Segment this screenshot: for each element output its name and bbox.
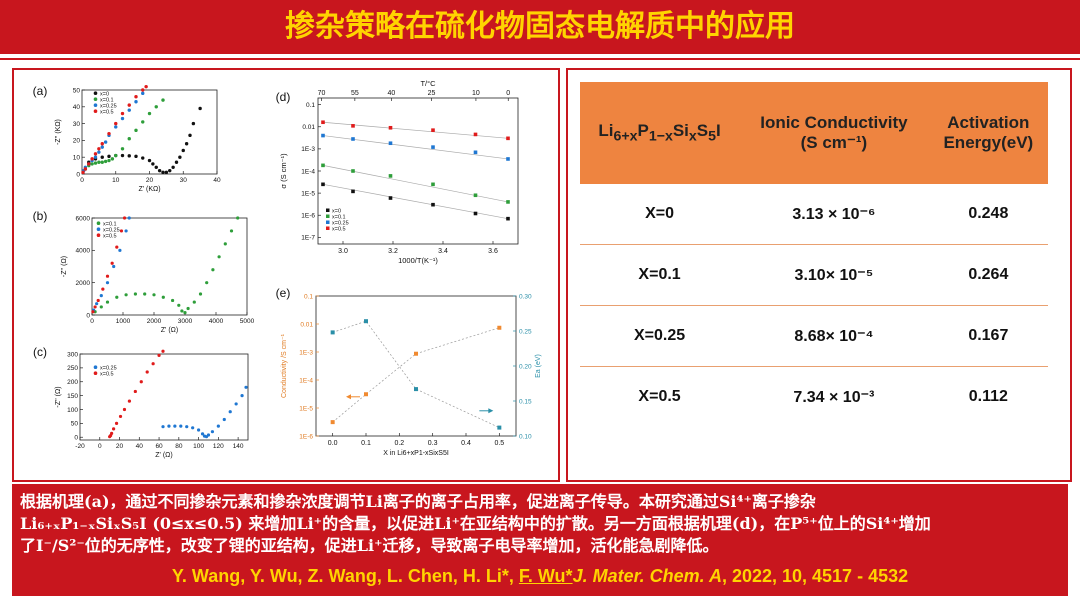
conductivity-table: Li6+xP1−xSixS5I Ionic Conductivity (S cm⁻… <box>580 82 1048 427</box>
table-header-activation: Activation Energy(eV) <box>928 82 1048 184</box>
table-cell-x: X=0 <box>580 184 740 245</box>
table-header-conductivity: Ionic Conductivity (S cm⁻¹) <box>739 82 929 184</box>
figure-panel <box>12 68 560 482</box>
table-row: X=0.1 3.10× 10⁻⁵ 0.264 <box>580 244 1048 306</box>
summary-line: 了I⁻/S²⁻位的无序性，改变了锂的亚结构，促进Li⁺迁移，导致离子电导率增加，… <box>20 536 719 555</box>
table-cell-activation: 0.167 <box>928 305 1048 367</box>
table-row: X=0.5 7.34 × 10⁻³ 0.112 <box>580 366 1048 427</box>
summary-text: 根据机理(a)，通过不同掺杂元素和掺杂浓度调节Li离子的离子占用率，促进离子传导… <box>20 491 1060 557</box>
divider-line <box>0 58 1080 60</box>
table-cell-x: X=0.5 <box>580 366 740 427</box>
table-cell-conductivity: 7.34 × 10⁻³ <box>739 366 929 427</box>
table-cell-conductivity: 3.13 × 10⁻⁶ <box>739 184 929 245</box>
table-cell-x: X=0.25 <box>580 305 740 367</box>
citation-authors: Y. Wang, Y. Wu, Z. Wang, L. Chen, H. Li*… <box>171 566 519 586</box>
table-cell-x: X=0.1 <box>580 244 740 306</box>
table-cell-activation: 0.248 <box>928 184 1048 245</box>
table-row: X=0.25 8.68× 10⁻⁴ 0.167 <box>580 305 1048 367</box>
table-cell-conductivity: 3.10× 10⁻⁵ <box>739 244 929 306</box>
citation-rest: , 2022, 10, 4517 - 4532 <box>721 566 909 586</box>
table-cell-activation: 0.264 <box>928 244 1048 306</box>
table-header-composition: Li6+xP1−xSixS5I <box>580 82 740 184</box>
citation-corresponding: F. Wu* <box>518 566 573 586</box>
table-cell-activation: 0.112 <box>928 366 1048 427</box>
summary-line: Li₆₊ₓP₁₋ₓSiₓS₅I (0≤x≤0.5) 来增加Li⁺的含量，以促进L… <box>20 514 931 533</box>
page-title: 掺杂策略在硫化物固态电解质中的应用 <box>285 9 795 44</box>
table-row: X=0 3.13 × 10⁻⁶ 0.248 <box>580 184 1048 245</box>
title-banner <box>0 0 1080 54</box>
summary-box <box>12 484 1068 596</box>
citation: Y. Wang, Y. Wu, Z. Wang, L. Chen, H. Li*… <box>0 566 1080 587</box>
summary-line: 根据机理(a)，通过不同掺杂元素和掺杂浓度调节Li离子的离子占用率，促进离子传导… <box>20 492 816 511</box>
table-cell-conductivity: 8.68× 10⁻⁴ <box>739 305 929 367</box>
citation-journal: J. Mater. Chem. A <box>572 566 722 586</box>
